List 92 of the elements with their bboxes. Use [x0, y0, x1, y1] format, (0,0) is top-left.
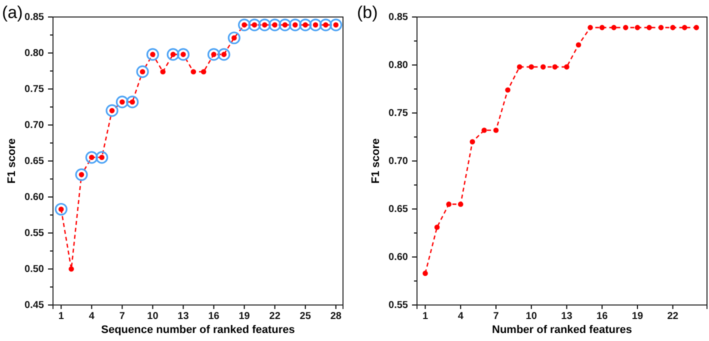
y-tick-label: 0.80 [388, 60, 408, 72]
point [207, 48, 220, 61]
point [268, 18, 282, 32]
x-tick-label: 1 [58, 311, 64, 322]
point [299, 18, 312, 32]
point [694, 24, 700, 30]
point [278, 18, 292, 32]
point [126, 96, 139, 108]
x-axis-title: Sequence number of ranked features [101, 324, 295, 336]
point [422, 270, 428, 276]
y-axis-title: F1 score [370, 138, 382, 184]
point [160, 69, 166, 74]
y-tick-label: 0.55 [24, 228, 44, 240]
point [248, 18, 261, 32]
point [218, 48, 230, 61]
point [493, 128, 499, 133]
point [623, 24, 628, 30]
point [505, 87, 510, 93]
point [658, 24, 664, 30]
point [96, 151, 108, 164]
point [458, 202, 464, 207]
y-tick-label: 0.80 [24, 48, 44, 60]
x-tick-label: 10 [147, 311, 159, 322]
point [470, 139, 476, 144]
point [482, 128, 487, 133]
x-tick-label: 16 [596, 311, 608, 322]
y-tick-label: 0.60 [24, 192, 44, 204]
y-tick-label: 0.75 [24, 84, 44, 96]
point [552, 64, 558, 70]
x-tick-label: 7 [119, 311, 126, 322]
point [228, 32, 240, 44]
point [166, 48, 180, 61]
point [106, 104, 118, 117]
x-tick-label: 19 [238, 311, 250, 322]
point [75, 168, 88, 181]
y-tick-label: 0.50 [24, 264, 44, 276]
y-tick-label: 0.45 [24, 300, 44, 312]
y-axis-title: F1 score [6, 138, 18, 184]
chart-title: (b) [357, 3, 378, 22]
point [646, 24, 652, 30]
y-tick-label: 0.55 [388, 300, 408, 312]
x-tick-label: 4 [458, 311, 464, 322]
point [116, 96, 128, 108]
point [670, 24, 676, 30]
point [434, 224, 440, 230]
point [136, 65, 149, 78]
point [146, 48, 160, 61]
point [599, 24, 605, 30]
y-tick-label: 0.85 [388, 12, 408, 24]
point [238, 18, 251, 32]
point [446, 202, 452, 207]
y-tick-label: 0.65 [388, 204, 408, 216]
point [611, 24, 617, 30]
x-tick-label: 16 [208, 311, 220, 322]
y-tick-label: 0.65 [24, 156, 44, 168]
x-tick-label: 13 [561, 311, 573, 322]
x-tick-label: 22 [667, 311, 679, 322]
point [200, 69, 206, 74]
x-tick-label: 13 [178, 311, 190, 322]
point [634, 24, 640, 30]
y-tick-label: 0.60 [388, 252, 408, 264]
point [516, 64, 522, 70]
point [176, 48, 190, 61]
point [528, 64, 534, 70]
x-tick-label: 19 [632, 311, 644, 322]
point [319, 18, 332, 32]
x-tick-label: 7 [493, 311, 500, 322]
y-tick-label: 0.70 [388, 156, 408, 168]
point [540, 64, 546, 70]
x-tick-label: 25 [300, 311, 312, 322]
y-tick-label: 0.75 [388, 108, 408, 120]
y-tick-label: 0.85 [24, 12, 44, 24]
x-tick-label: 1 [422, 311, 428, 322]
point [68, 266, 74, 272]
x-tick-label: 28 [330, 311, 342, 322]
point [190, 69, 196, 74]
point [576, 42, 582, 48]
point [85, 151, 98, 164]
point [682, 24, 688, 30]
x-axis-title: Number of ranked features [492, 324, 632, 336]
chart-title: (a) [2, 3, 23, 22]
point [564, 64, 570, 70]
x-tick-label: 22 [269, 311, 281, 322]
point [309, 18, 322, 32]
point [588, 24, 593, 30]
point [258, 18, 271, 32]
x-tick-label: 10 [526, 311, 538, 322]
point [54, 202, 68, 216]
point [288, 18, 302, 32]
point [330, 18, 342, 32]
y-tick-label: 0.70 [24, 120, 44, 132]
x-tick-label: 4 [88, 311, 95, 322]
